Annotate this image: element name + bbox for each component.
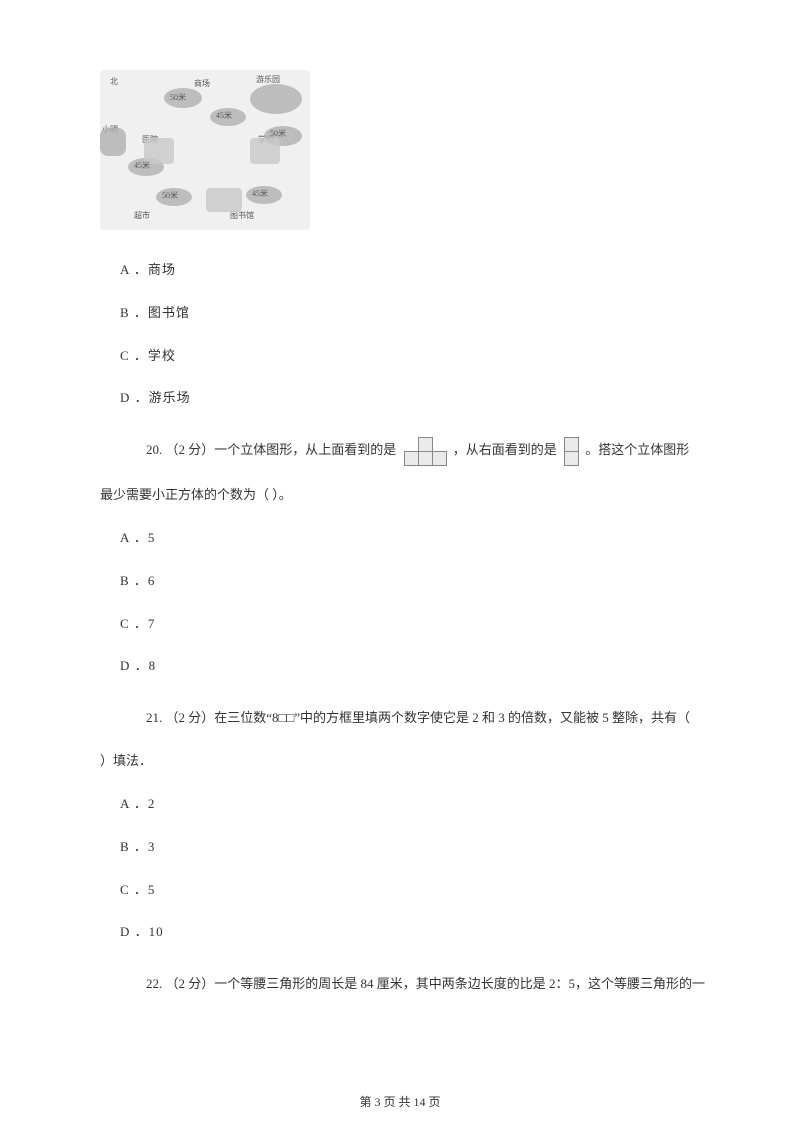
- supermarket-label: 超市: [134, 210, 150, 223]
- option-b: B ．6: [120, 571, 720, 592]
- q20-line2: 最少需要小正方体的个数为（ ）。: [100, 485, 720, 506]
- dist-label: 45米: [216, 110, 232, 123]
- dist-label: 50米: [162, 190, 178, 203]
- option-c: C ．7: [120, 614, 720, 635]
- question-21: 21. （2 分）在三位数“8□□”中的方框里填两个数字使它是 2 和 3 的倍…: [120, 705, 720, 731]
- q20-text-before: 20. （2 分）一个立体图形，从上面看到的是: [120, 437, 396, 463]
- dist-label: 45米: [252, 188, 268, 201]
- page-footer: 第 3 页 共 14 页: [0, 1093, 800, 1112]
- q20-text-after: 。搭这个立体图形: [585, 442, 689, 457]
- question-22: 22. （2 分）一个等腰三角形的周长是 84 厘米，其中两条边长度的比是 2：…: [120, 971, 720, 997]
- option-d: D ．8: [120, 656, 720, 677]
- option-d: D ．游乐场: [120, 388, 720, 409]
- option-c: C ．学校: [120, 346, 720, 367]
- map-node: [100, 128, 126, 156]
- map-node: [250, 138, 280, 164]
- q20-text-mid: ，从右面看到的是: [453, 442, 557, 457]
- option-b: B ．图书馆: [120, 303, 720, 324]
- north-label: 北: [110, 76, 118, 89]
- option-a: A ．2: [120, 794, 720, 815]
- option-a: A ．商场: [120, 260, 720, 281]
- top-view-shape: [404, 437, 446, 465]
- dist-label: 45米: [134, 160, 150, 173]
- option-c: C ．5: [120, 880, 720, 901]
- q21-line2: ）填法．: [100, 751, 720, 772]
- question-20: 20. （2 分）一个立体图形，从上面看到的是 ，从右面看到的是 。搭这个立体图…: [120, 437, 720, 465]
- shopping-label: 商场: [194, 78, 210, 91]
- option-b: B ．3: [120, 837, 720, 858]
- map-diagram: 北 商场 游乐园 小明 医院 学校 超市 图书馆 50米 45米 50米 45米…: [100, 70, 310, 230]
- option-a: A ．5: [120, 528, 720, 549]
- option-d: D ．10: [120, 922, 720, 943]
- map-node: [250, 84, 302, 114]
- dist-label: 50米: [170, 92, 186, 105]
- dist-label: 50米: [270, 128, 286, 141]
- right-view-shape: [564, 437, 578, 465]
- map-node: [206, 188, 242, 212]
